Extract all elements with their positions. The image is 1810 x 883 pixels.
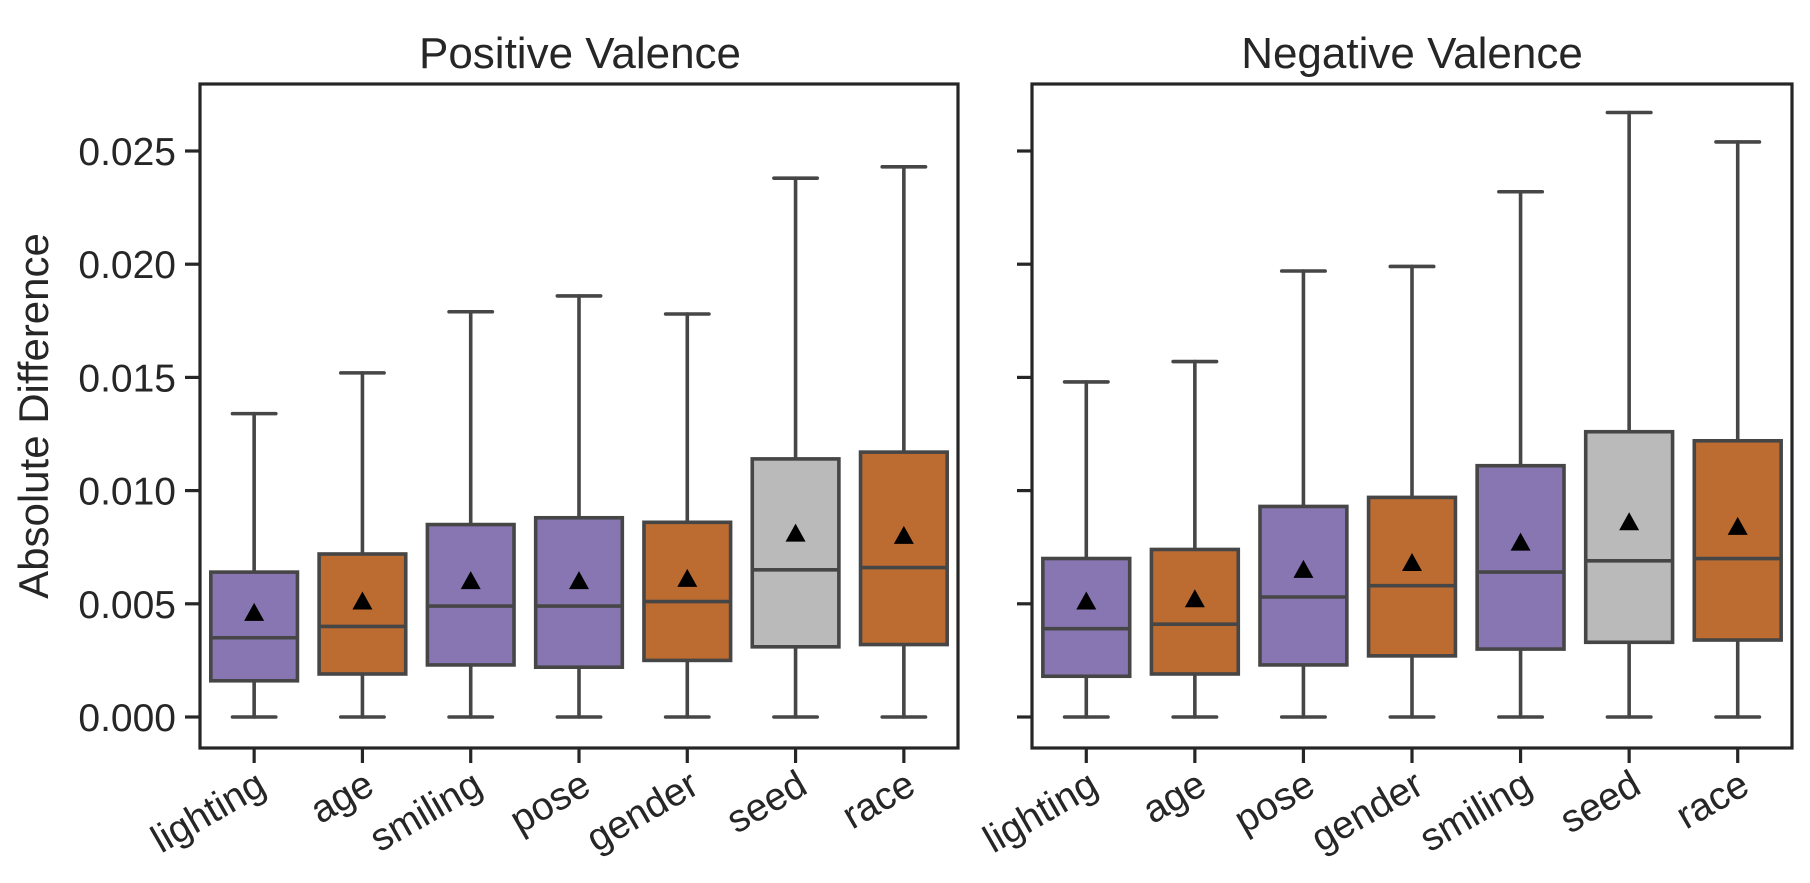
mean-marker [1076,591,1097,610]
iqr-box [317,552,408,676]
x-tick-label: gender [1304,763,1431,861]
mean-marker [460,571,481,590]
box-lighting [209,411,300,719]
panel-negative-valence: Negative Valence lighting age posegendersm… [976,29,1794,862]
mean-marker [244,602,265,621]
iqr-box [750,457,841,649]
x-tick-label: seed [719,763,814,843]
iqr-box [1692,438,1783,642]
x-tick-label: race [1669,763,1756,838]
x-tick-label: race [835,763,922,838]
boxes [209,165,949,719]
iqr-box [1149,547,1241,676]
box-age [317,371,408,719]
panel-title: Positive Valence [419,29,741,78]
mean-marker [1510,532,1531,551]
box-smiling [425,309,516,719]
iqr-box [1258,504,1349,667]
box-gender [642,312,733,719]
box-seed [750,176,841,719]
x-tick-label: lighting [144,763,273,862]
mean-marker [893,525,914,544]
y-tick-label: 0.010 [78,471,176,514]
box-race [1692,140,1783,719]
iqr-box [1583,429,1675,645]
box-age [1149,359,1241,719]
y-ticks: 0.000 0.005 0.010 0.015 0.020 0.025 [78,131,200,740]
mean-marker [1184,589,1205,608]
y-ticks [1017,149,1032,719]
x-tick-label: gender [579,763,706,861]
mean-marker [1402,553,1422,572]
box-pose [1258,269,1349,719]
iqr-box [858,450,949,647]
mean-marker [1293,559,1314,578]
iqr-box [533,515,625,669]
y-tick-label: 0.025 [78,131,176,174]
iqr-box [425,522,516,667]
iqr-box [642,520,733,663]
y-axis-label: Absolute Difference [10,233,57,599]
mean-marker [569,571,589,590]
panel-positive-valence: Positive Valence 0.0000.0050.0100.0150.0… [78,29,960,862]
box-smiling [1475,189,1566,719]
box-pose [533,294,625,719]
mean-marker [1727,516,1748,535]
y-tick-label: 0.005 [78,584,176,627]
mean-marker [785,523,806,542]
y-tick-label: 0.015 [78,357,176,400]
y-tick-label: 0.000 [78,697,176,740]
box-lighting [1041,380,1132,719]
x-tick-label: smiling [1412,763,1539,861]
x-tick-label: age [1135,763,1213,833]
mean-marker [677,568,698,587]
iqr-box [1475,463,1566,651]
mean-marker [352,591,373,610]
iqr-box [209,570,300,683]
x-tick-label: lighting [976,763,1105,862]
panel-title: Negative Valence [1241,29,1583,78]
iqr-box [1041,556,1132,679]
iqr-box [1366,495,1458,658]
box-race [858,165,949,719]
box-seed [1583,110,1675,719]
boxes [1041,110,1783,719]
y-tick-label: 0.020 [78,244,176,287]
box-gender [1366,264,1458,719]
x-tick-label: smiling [363,763,490,861]
x-tick-label: seed [1553,763,1648,843]
mean-marker [1619,512,1640,531]
